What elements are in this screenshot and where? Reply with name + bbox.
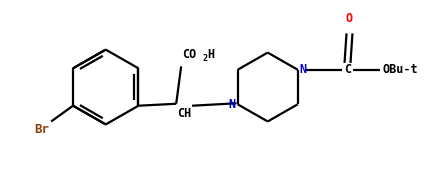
Text: Br: Br bbox=[34, 123, 49, 136]
Text: N: N bbox=[228, 98, 235, 111]
Text: CH: CH bbox=[177, 107, 191, 120]
Text: N: N bbox=[300, 63, 307, 76]
Text: CO: CO bbox=[182, 48, 196, 61]
Text: OBu-t: OBu-t bbox=[382, 63, 418, 76]
Text: 2: 2 bbox=[202, 54, 207, 63]
Text: O: O bbox=[346, 12, 353, 25]
Text: H: H bbox=[207, 48, 214, 61]
Text: C: C bbox=[344, 63, 351, 76]
